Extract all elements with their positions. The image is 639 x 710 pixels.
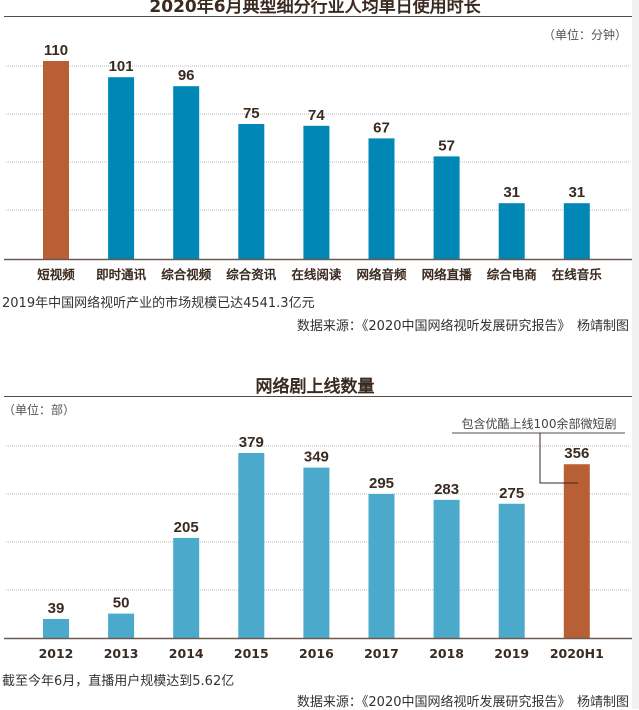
data-label: 295 [369,475,394,492]
data-label: 110 [44,42,68,59]
bar-2014 [173,537,200,638]
bar-2012 [43,618,69,638]
data-label: 67 [373,119,390,136]
bar-即时通讯 [108,77,135,259]
bar-2018 [433,499,460,638]
data-label: 74 [308,107,325,124]
x-tick-label: 综合视频 [161,267,212,282]
data-label: 50 [113,595,130,612]
data-label: 356 [564,445,589,462]
annotation-text: 包含优酷上线100余部微短剧 [462,416,617,431]
page-edge [632,0,639,709]
chart1-source: 数据来源：《2020中国网络视听发展研究报告》 杨靖制图 [296,319,629,334]
x-tick-label: 在线音乐 [552,267,603,282]
x-tick-label: 即时通讯 [96,267,147,282]
data-label: 349 [304,449,329,466]
x-tick-label: 2015 [234,646,269,661]
data-label: 283 [434,481,459,498]
chart2-title-rule [4,396,632,397]
chart1-note: 2019年中国网络视听产业的市场规模已达4541.3亿元 [2,296,315,311]
x-tick-label: 2017 [364,646,399,661]
x-tick-label: 网络直播 [422,267,473,282]
x-tick-label: 短视频 [37,267,75,282]
data-label: 101 [109,58,134,75]
x-tick-label: 综合电商 [487,267,537,282]
data-label: 275 [499,485,524,502]
bar-2017 [368,494,395,638]
x-tick-label: 2019 [494,646,529,661]
data-label: 31 [568,184,585,201]
x-tick-label: 在线阅读 [291,267,342,282]
bar-在线阅读 [303,125,330,259]
bar-2016 [303,467,330,638]
data-label: 205 [174,519,199,536]
data-label: 31 [503,184,520,201]
chart1-title-rule [4,16,632,17]
x-tick-label: 综合资讯 [226,267,277,282]
bar-网络音频 [368,138,395,259]
chart1-title: 2020年6月典型细分行业人均单日使用时长 [149,0,481,17]
bar-2015 [238,453,265,638]
chart1-unit: （单位：分钟） [542,28,627,42]
chart2-source: 数据来源：《2020中国网络视听发展研究报告》 杨靖制图 [296,695,629,710]
x-tick-label: 2020H1 [550,646,604,661]
x-tick-label: 2016 [299,646,334,661]
chart2-unit: （单位：部） [3,403,76,417]
bar-短视频 [43,61,69,259]
chart1-plot: 110 短视频 101 即时通讯 96 综合视频 75 综合资讯 74 在线阅读 67 网络音频 57 网… [4,42,632,282]
bar-综合视频 [173,86,200,259]
bar-网络直播 [433,156,460,259]
bar-2020H1 [563,464,590,638]
bar-2019 [498,503,525,638]
chart2-title: 网络剧上线数量 [255,377,375,397]
x-tick-label: 2018 [429,646,464,661]
bar-综合资讯 [238,124,265,259]
bar-2013 [108,613,135,638]
bar-综合电商 [498,203,525,259]
x-tick-label: 2013 [104,646,139,661]
x-tick-label: 2012 [39,646,74,661]
x-tick-label: 网络音频 [356,267,407,282]
data-label: 75 [243,105,260,122]
chart2-plot: 39 2012 50 2013 205 2014 379 2015 349 2016 295 2017… [4,416,632,661]
bar-在线音乐 [563,203,590,259]
data-label: 57 [438,137,455,154]
annotation-leader [539,433,578,484]
x-tick-label: 2014 [169,646,204,661]
data-label: 379 [239,434,264,451]
data-label: 39 [48,600,65,617]
data-label: 96 [178,67,195,84]
chart2-note: 截至今年6月，直播用户规模达到5.62亿 [2,674,235,689]
